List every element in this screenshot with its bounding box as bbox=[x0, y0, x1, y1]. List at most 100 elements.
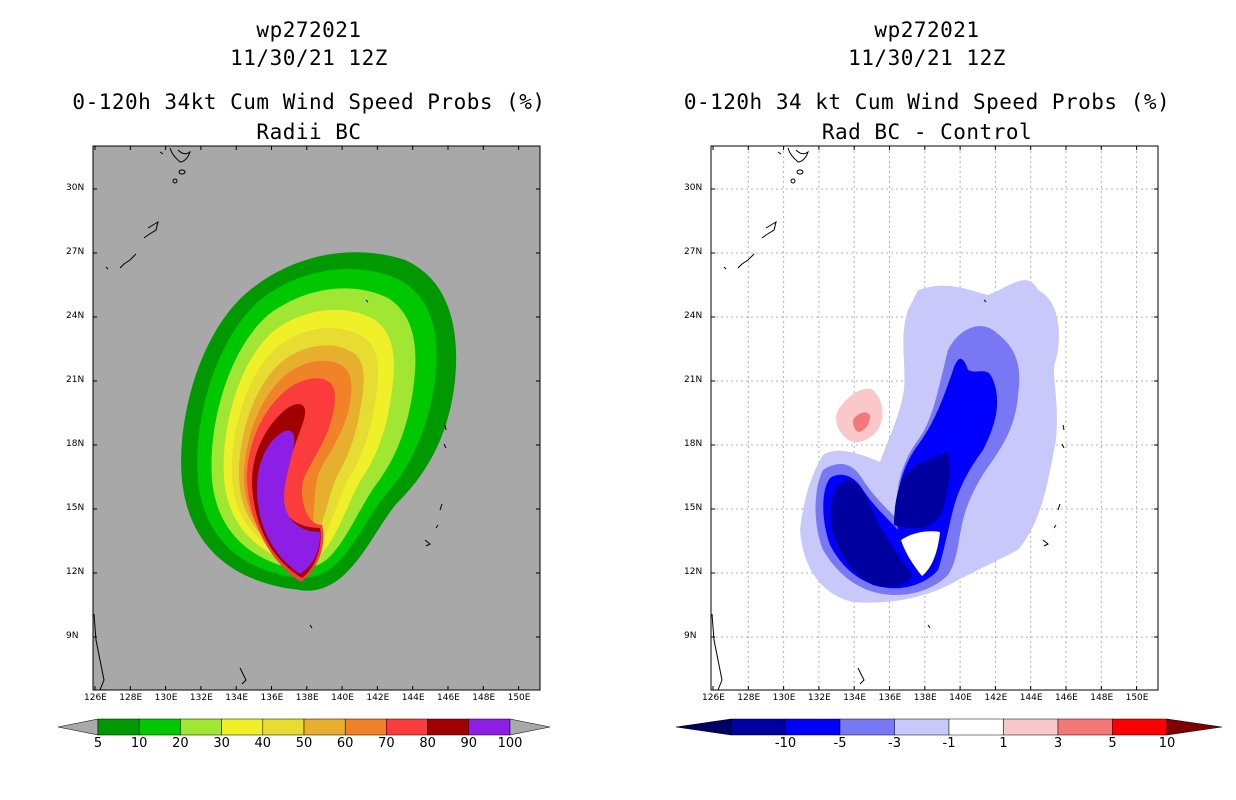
diff-minus10 bbox=[894, 452, 951, 529]
colorbar-swatch bbox=[785, 718, 841, 736]
lat-tick-label: 24N bbox=[66, 311, 85, 321]
lat-tick-label: 24N bbox=[684, 311, 703, 321]
lat-tick-label: 15N bbox=[66, 503, 85, 513]
colorbar-label: 10 bbox=[130, 736, 148, 751]
colorbar-label: 1 bbox=[999, 736, 1008, 751]
lon-tick-label: 144E bbox=[401, 693, 425, 703]
lat-tick-label: 9N bbox=[66, 631, 79, 641]
right-storm-id: wp272021 bbox=[874, 18, 980, 42]
colorbar-right-arrow bbox=[509, 718, 551, 736]
colorbar-label: -10 bbox=[774, 736, 797, 751]
colorbar-label: 5 bbox=[93, 736, 103, 751]
colorbar-left-arrow bbox=[57, 718, 99, 736]
colorbar-swatch bbox=[730, 718, 786, 736]
right-product-title: 0-120h 34 kt Cum Wind Speed Probs (%) bbox=[683, 90, 1171, 114]
colorbar-swatch bbox=[344, 718, 387, 736]
colorbar-swatch bbox=[97, 718, 140, 736]
lon-tick-label: 148E bbox=[472, 693, 496, 703]
lat-tick-label: 21N bbox=[684, 375, 703, 385]
colorbar-swatch bbox=[839, 718, 895, 736]
colorbar-label: 100 bbox=[497, 736, 523, 751]
lat-tick-label: 27N bbox=[684, 247, 703, 257]
right-coastlines bbox=[711, 147, 1065, 691]
lat-tick-label: 12N bbox=[684, 567, 703, 577]
lat-tick-label: 12N bbox=[66, 567, 85, 577]
colorbar-swatch bbox=[894, 718, 950, 736]
right-colorbar bbox=[675, 718, 1223, 736]
right-date: 11/30/21 12Z bbox=[848, 46, 1006, 70]
left-coastlines bbox=[93, 147, 447, 691]
lon-tick-label: 140E bbox=[331, 693, 354, 703]
right-map bbox=[675, 145, 1223, 736]
lon-tick-label: 146E bbox=[437, 693, 460, 703]
colorbar-swatch bbox=[948, 718, 1004, 736]
lon-tick-label: 144E bbox=[1019, 693, 1043, 703]
lon-tick-label: 148E bbox=[1090, 693, 1114, 703]
colorbar-label: 30 bbox=[213, 736, 230, 751]
colorbar-left-arrow bbox=[675, 718, 732, 736]
lon-tick-label: 132E bbox=[807, 693, 831, 703]
colorbar-swatch bbox=[1112, 718, 1168, 736]
colorbar-right-arrow bbox=[1166, 718, 1223, 736]
right-panel: wp272021 11/30/21 12Z 0-120h 34 kt Cum W… bbox=[618, 0, 1236, 800]
colorbar-label: 90 bbox=[460, 736, 478, 751]
lat-tick-label: 9N bbox=[684, 631, 697, 641]
lon-tick-label: 142E bbox=[984, 693, 1008, 703]
lat-tick-label: 30N bbox=[66, 183, 85, 193]
colorbar-label: -3 bbox=[888, 736, 901, 751]
colorbar-label: 40 bbox=[254, 736, 272, 751]
colorbar-label: 50 bbox=[295, 736, 313, 751]
colorbar-swatch bbox=[303, 718, 346, 736]
colorbar-label: 70 bbox=[378, 736, 395, 751]
lon-tick-label: 146E bbox=[1055, 693, 1078, 703]
colorbar-label: 10 bbox=[1158, 736, 1176, 751]
lon-tick-label: 138E bbox=[913, 693, 937, 703]
colorbar-swatch bbox=[386, 718, 428, 736]
lon-tick-label: 134E bbox=[225, 693, 249, 703]
lon-tick-label: 150E bbox=[507, 693, 531, 703]
colorbar-label: -5 bbox=[833, 736, 847, 751]
colorbar-label: 80 bbox=[419, 736, 436, 751]
lon-tick-label: 126E bbox=[702, 693, 725, 703]
lon-tick-label: 136E bbox=[878, 693, 902, 703]
lon-tick-label: 150E bbox=[1125, 693, 1149, 703]
left-storm-id: wp272021 bbox=[256, 18, 362, 42]
lat-tick-label: 18N bbox=[66, 439, 85, 449]
colorbar-label: 20 bbox=[172, 736, 189, 751]
colorbar-label: 60 bbox=[336, 736, 354, 751]
diff-minus10b bbox=[830, 480, 913, 588]
colorbar-swatch bbox=[180, 718, 222, 736]
left-colorbar bbox=[57, 718, 551, 736]
colorbar-swatch bbox=[221, 718, 264, 736]
left-date: 11/30/21 12Z bbox=[230, 46, 388, 70]
colorbar-label: 5 bbox=[1108, 736, 1117, 751]
colorbar-swatch bbox=[138, 718, 181, 736]
colorbar-label: 3 bbox=[1053, 736, 1063, 751]
lon-tick-label: 128E bbox=[119, 693, 143, 703]
lon-tick-label: 130E bbox=[772, 693, 796, 703]
lon-tick-label: 142E bbox=[366, 693, 390, 703]
right-subtitle: Rad BC - Control bbox=[821, 120, 1033, 144]
lon-tick-label: 134E bbox=[843, 693, 867, 703]
lon-tick-label: 130E bbox=[154, 693, 178, 703]
lat-tick-label: 18N bbox=[684, 439, 703, 449]
lon-tick-label: 140E bbox=[949, 693, 972, 703]
lon-tick-label: 136E bbox=[260, 693, 284, 703]
lon-tick-label: 132E bbox=[189, 693, 213, 703]
lat-tick-label: 15N bbox=[684, 503, 703, 513]
lat-tick-label: 27N bbox=[66, 247, 85, 257]
left-subtitle: Radii BC bbox=[256, 120, 362, 144]
lat-tick-label: 21N bbox=[66, 375, 85, 385]
colorbar-swatch bbox=[1057, 718, 1113, 736]
left-product-title: 0-120h 34kt Cum Wind Speed Probs (%) bbox=[72, 90, 546, 114]
colorbar-swatch bbox=[1003, 718, 1059, 736]
left-map bbox=[57, 145, 551, 736]
diff-zero-hole bbox=[901, 531, 940, 576]
lon-tick-label: 126E bbox=[84, 693, 107, 703]
colorbar-swatch bbox=[262, 718, 305, 736]
prob-100 bbox=[257, 430, 321, 574]
diff-plus3 bbox=[853, 412, 870, 432]
left-panel: wp272021 11/30/21 12Z 0-120h 34kt Cum Wi… bbox=[57, 18, 551, 751]
colorbar-swatch bbox=[427, 718, 470, 736]
colorbar-swatch bbox=[468, 718, 511, 736]
